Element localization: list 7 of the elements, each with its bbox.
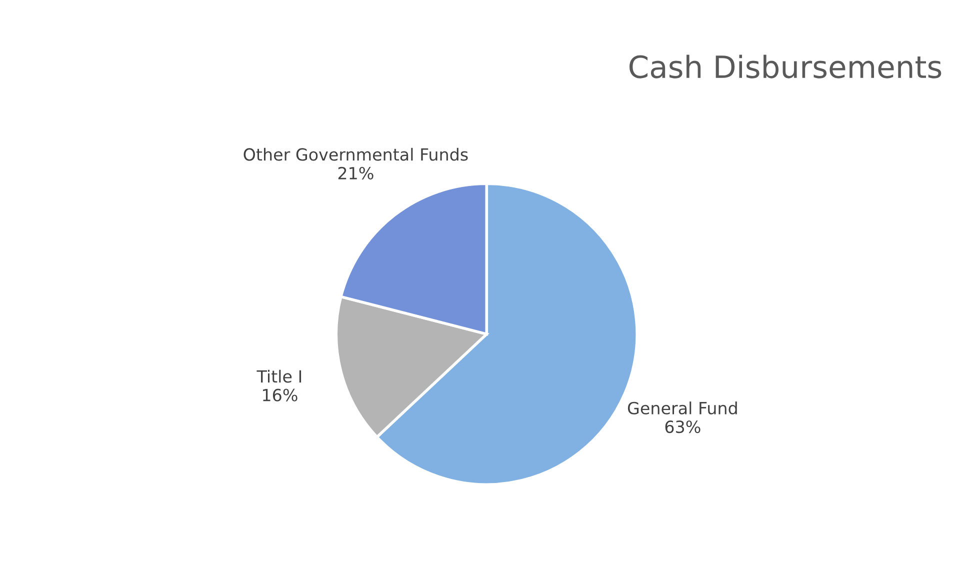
data-label: 63% — [665, 420, 700, 434]
data-label: 21% — [338, 166, 374, 180]
slice-label: General Fund — [628, 402, 737, 414]
slice-label: Other Governmental Funds — [244, 148, 468, 161]
chart-title: Cash Disbursements — [630, 54, 942, 78]
slice-label: Title I — [256, 370, 302, 383]
data-label: 16% — [263, 388, 298, 402]
